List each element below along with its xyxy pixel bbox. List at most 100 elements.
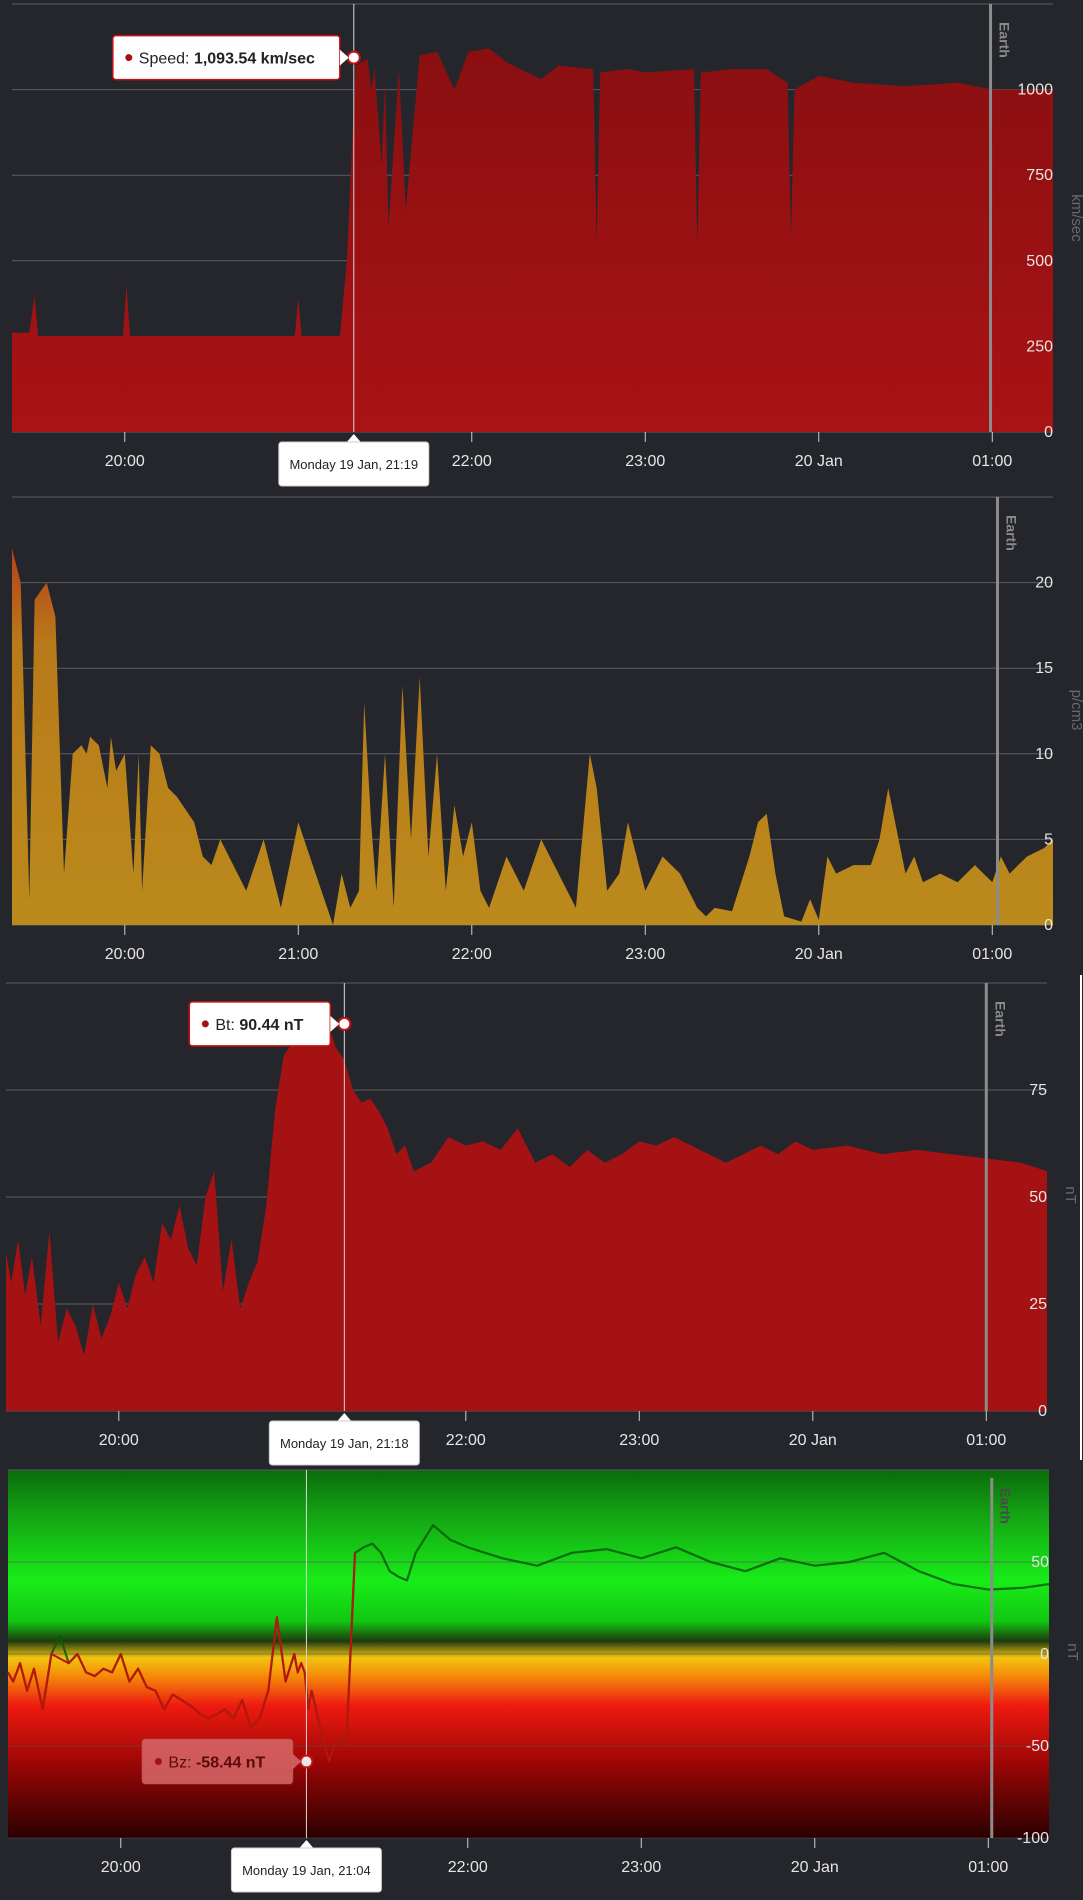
- series-area-density: [12, 548, 1053, 925]
- x-tick-label: 20 Jan: [791, 1859, 839, 1876]
- tooltip-box: [141, 1738, 294, 1785]
- x-tick-label: 22:00: [448, 1859, 488, 1876]
- x-tick-label: 23:00: [619, 1432, 659, 1449]
- x-tick-label: 01:00: [972, 946, 1012, 963]
- tooltip-pointer: [330, 1015, 340, 1032]
- x-tick-label: 23:00: [625, 946, 665, 963]
- y-tick-label: 250: [1026, 338, 1053, 355]
- tooltip-time-box: Monday 19 Jan, 21:18: [268, 1413, 420, 1466]
- y-axis: 0 5 10 15 20 p/cm3: [1035, 575, 1083, 934]
- y-axis-title: nT: [1062, 1186, 1079, 1204]
- x-tick-label: 20 Jan: [795, 453, 843, 470]
- series-area-speed: [12, 48, 1053, 432]
- time-pointer: [299, 1840, 314, 1848]
- series-dot: [125, 54, 133, 62]
- hover-point[interactable]: [346, 50, 361, 65]
- tooltip-pointer: [339, 49, 349, 66]
- x-tick-label: 20:00: [101, 1859, 141, 1876]
- y-axis: 0 250 500 750 1000 km/sec: [1017, 82, 1083, 441]
- x-tick-label: 23:00: [621, 1859, 661, 1876]
- series-line-bz-negative: [7, 1552, 356, 1762]
- y-tick-label: 1000: [1017, 82, 1053, 99]
- tooltip-series-name: Bt:: [215, 1017, 239, 1034]
- y-tick-label: 0: [1040, 1646, 1049, 1663]
- y-tick-label: 15: [1035, 660, 1053, 677]
- y-tick-label: 0: [1044, 917, 1053, 934]
- tooltip-value: 1,093.54 km/sec: [194, 51, 315, 68]
- x-tick-label: 20:00: [99, 1432, 139, 1449]
- y-tick-label: 5: [1044, 831, 1053, 848]
- tooltip-time-text: Monday 19 Jan, 21:04: [242, 1863, 371, 1878]
- earth-marker-label: Earth: [997, 22, 1013, 58]
- y-tick-label: 750: [1026, 167, 1053, 184]
- x-axis: 20:00 22:00 23:00 20 Jan 01:00: [101, 1838, 1008, 1876]
- time-box: [278, 441, 430, 487]
- tooltip-bt[interactable]: Bt: 90.44 nT Monday 19 Jan, 21:18: [188, 983, 420, 1466]
- x-tick-label: 21:00: [278, 946, 318, 963]
- y-tick-label: -100: [1017, 1830, 1049, 1847]
- tooltip-value-box: Speed: 1,093.54 km/sec: [112, 34, 349, 81]
- y-tick-label: 25: [1029, 1296, 1047, 1313]
- tooltip-value: 90.44 nT: [239, 1017, 303, 1034]
- time-pointer: [346, 434, 361, 442]
- tooltip-time-box: Monday 19 Jan, 21:04: [230, 1840, 382, 1893]
- x-axis: 20:00 22:00 23:00 20 Jan 01:00: [99, 1411, 1006, 1449]
- earth-marker-label: Earth: [992, 1001, 1008, 1037]
- earth-marker-label: Earth: [998, 1488, 1014, 1524]
- tooltip-series-name: Bz:: [168, 1755, 196, 1772]
- y-tick-label: 50: [1031, 1554, 1049, 1571]
- chart-bz: Earth -100 -50 0 50 nT 20:00 22:00 23:00 20 Jan 01…: [7, 1469, 1081, 1893]
- y-axis: -100 -50 0 50 nT: [1017, 1554, 1081, 1847]
- hover-point[interactable]: [299, 1754, 314, 1769]
- y-axis: 0 25 50 75 nT: [1029, 1082, 1079, 1420]
- hover-point[interactable]: [337, 1016, 352, 1031]
- chart-bt: Earth 0 25 50 75 nT 20:00 22:00 23:00 20 Jan 01:00…: [6, 982, 1079, 1466]
- x-tick-label: 01:00: [966, 1432, 1006, 1449]
- x-tick-label: 22:00: [452, 453, 492, 470]
- tooltip-value-box: Bz: -58.44 nT: [141, 1738, 302, 1785]
- chart-speed: Earth 0 250 500 750 1000 km/sec 20:00 22:00 23:00…: [12, 3, 1083, 487]
- tooltip-series-name: Speed:: [139, 51, 194, 68]
- tooltip-speed[interactable]: Speed: 1,093.54 km/sec Monday 19 Jan, 21:…: [112, 4, 430, 487]
- tooltip-bz[interactable]: Bz: -58.44 nT Monday 19 Jan, 21:04: [141, 1470, 382, 1893]
- x-tick-label: 20:00: [105, 946, 145, 963]
- earth-marker-label: Earth: [1003, 515, 1019, 551]
- y-tick-label: 0: [1038, 1403, 1047, 1420]
- tooltip-time-box: Monday 19 Jan, 21:19: [278, 434, 430, 487]
- tooltip-pointer: [292, 1753, 302, 1770]
- y-tick-label: 75: [1029, 1082, 1047, 1099]
- y-axis-title: km/sec: [1068, 194, 1083, 242]
- time-box: [230, 1847, 382, 1893]
- y-axis-title: p/cm3: [1068, 690, 1083, 731]
- tooltip-box: [112, 34, 341, 81]
- x-tick-label: 01:00: [972, 453, 1012, 470]
- tooltip-value-text: Bt: 90.44 nT: [215, 1017, 303, 1034]
- x-tick-label: 20 Jan: [795, 946, 843, 963]
- x-tick-label: 20:00: [105, 453, 145, 470]
- x-tick-label: 22:00: [452, 946, 492, 963]
- y-tick-label: 500: [1026, 253, 1053, 270]
- series-dot: [154, 1758, 162, 1766]
- x-axis: 20:00 22:00 23:00 20 Jan 01:00: [105, 432, 1012, 470]
- series-dot: [201, 1020, 209, 1028]
- series-area-bt: [6, 1021, 1047, 1411]
- x-axis: 20:00 21:00 22:00 23:00 20 Jan 01:00: [105, 925, 1012, 963]
- tooltip-value-box: Bt: 90.44 nT: [188, 1001, 340, 1047]
- time-box: [268, 1420, 420, 1466]
- y-tick-label: 20: [1035, 575, 1053, 592]
- time-pointer: [337, 1413, 352, 1421]
- y-tick-label: 10: [1035, 746, 1053, 763]
- tooltip-value: -58.44 nT: [196, 1755, 266, 1772]
- tooltip-time-text: Monday 19 Jan, 21:18: [280, 1436, 409, 1451]
- y-tick-label: -50: [1026, 1738, 1049, 1755]
- tooltip-time-text: Monday 19 Jan, 21:19: [289, 457, 418, 472]
- x-tick-label: 23:00: [625, 453, 665, 470]
- x-tick-label: 20 Jan: [789, 1432, 837, 1449]
- y-axis-title: nT: [1064, 1643, 1081, 1661]
- y-tick-label: 0: [1044, 424, 1053, 441]
- tooltip-value-text: Speed: 1,093.54 km/sec: [139, 51, 315, 68]
- x-tick-label: 01:00: [968, 1859, 1008, 1876]
- x-tick-label: 22:00: [446, 1432, 486, 1449]
